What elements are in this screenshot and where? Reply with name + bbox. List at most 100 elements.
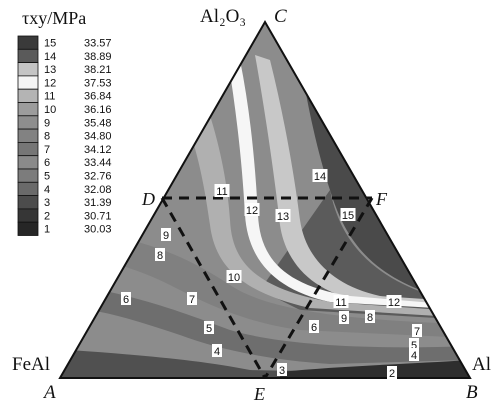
contour-label-box [155,248,165,261]
legend-level: 13 [44,64,56,76]
contour-label-box [212,344,222,357]
vertex-left-component: FeAl [12,354,50,375]
contour-label: 3 [279,365,285,377]
point-e: E [253,384,265,404]
legend-swatch [17,128,39,143]
legend-value: 34.80 [84,131,112,143]
contour-label: 5 [206,323,212,335]
contour-label: 7 [189,294,195,306]
contour-label: 10 [228,272,240,284]
legend-level: 6 [44,157,50,169]
legend-swatch [17,102,39,117]
legend-level: 7 [44,144,50,156]
vertex-right-point: B [466,382,478,403]
legend-level: 3 [44,197,50,209]
legend-value: 33.44 [84,157,112,169]
vertex-right-component: Al [472,354,491,375]
legend-swatch [17,35,39,50]
legend-value: 33.57 [84,38,112,50]
legend-value: 35.48 [84,117,112,129]
legend-swatch [17,168,39,183]
legend-value: 30.03 [84,224,112,236]
dashed-subtriangle [160,196,374,379]
legend-level: 10 [44,104,56,116]
legend-swatch [17,208,39,223]
contour-label-box [121,292,131,305]
contour-label-box [204,321,214,334]
contour-label: 9 [341,313,347,325]
contour-label: 12 [246,205,258,217]
vertex-top-component: Al₂O₃ [200,6,246,27]
vertex-top-point: C [274,6,287,27]
contour-label-box [409,348,419,361]
contour-label: 4 [411,350,417,362]
legend-value: 32.08 [84,184,112,196]
contour-label-box [365,310,375,323]
contour-label-box [161,228,171,241]
legend-level: 9 [44,117,50,129]
legend-level: 4 [44,184,50,196]
legend-level: 2 [44,210,50,222]
contour-label: 11 [216,186,227,198]
contour-label: 8 [157,250,163,262]
contour-label-box [409,338,419,351]
legend-value: 34.12 [84,144,112,156]
contour-label: 13 [277,211,289,223]
legend-swatch [17,88,39,103]
contour-label: 6 [311,322,317,334]
legend-swatch [17,195,39,210]
contour-label-box [312,169,328,182]
legend-value: 36.84 [84,91,112,103]
contour-label-box [386,295,402,308]
legend-level: 5 [44,171,50,183]
contour-label: 14 [314,171,326,183]
contour-label-box [340,208,356,221]
contour-label: 2 [389,368,395,380]
legend-level: 8 [44,131,50,143]
legend-value: 38.21 [84,64,112,76]
legend-value: 30.71 [84,210,112,222]
contour-label: 12 [388,297,400,309]
contour-label: 11 [335,297,346,309]
legend-level: 15 [44,38,56,50]
contour-label: 4 [214,346,220,358]
legend-level: 1 [44,224,50,236]
contour-label: 7 [414,326,420,338]
legend-level: 12 [44,77,56,89]
legend-swatch [17,221,39,236]
contour-label: 9 [163,230,169,242]
legend-swatch [17,62,39,77]
legend-swatch [17,181,39,197]
contour-label-box [275,209,291,222]
contour-label-box [214,184,230,197]
legend-swatch [17,75,39,90]
contour-label-box [387,366,397,379]
point-d: D [141,189,155,209]
vertex-left-point: A [42,382,56,403]
legend-value: 37.53 [84,77,112,89]
legend-swatch [17,141,39,157]
chart-title: τxy/MPa [22,8,86,28]
contour-label-box [309,320,319,333]
contour-label-box [333,295,349,308]
contour-label: 8 [367,312,373,324]
legend-value: 32.76 [84,171,112,183]
contour-label-box [339,311,349,324]
contour-label-box [187,292,197,305]
contour-label-box [226,270,242,283]
contour-label: 5 [411,340,417,352]
contour-label-box [412,324,422,337]
contour-label-box [244,203,260,216]
legend-level: 14 [44,51,56,63]
legend-level: 11 [44,91,55,103]
legend-swatch [17,115,39,130]
legend-value: 36.16 [84,104,112,116]
legend-swatch [17,48,39,63]
contour-label: 15 [342,210,354,222]
legend-value: 31.39 [84,197,112,209]
legend-swatch [17,155,39,170]
